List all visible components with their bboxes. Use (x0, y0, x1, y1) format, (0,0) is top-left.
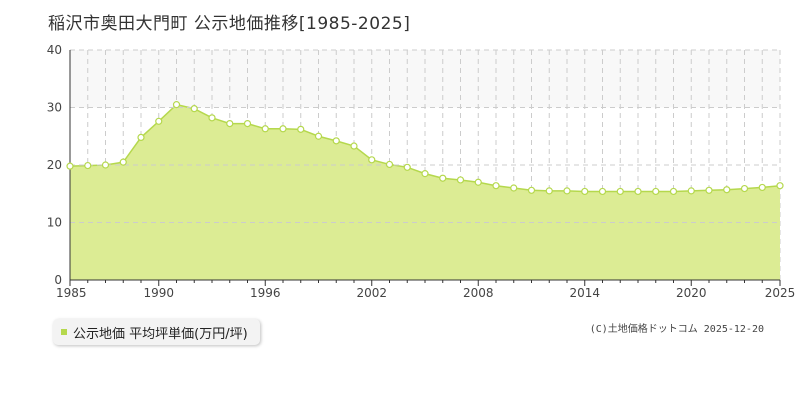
data-point (723, 186, 731, 194)
data-point (350, 142, 358, 150)
legend: 公示地価 平均坪単価(万円/坪) (53, 319, 260, 345)
data-point (421, 170, 429, 178)
tick-labels: 0 10 20 30 40 1985 1990 1996 2002 2008 2014 2020 202… (47, 43, 796, 300)
land-price-chart: 0 10 20 30 40 1985 1990 1996 2002 2008 2014 2020 202… (47, 43, 796, 300)
data-point (119, 158, 127, 166)
data-point (758, 183, 766, 192)
data-point (66, 162, 74, 170)
y-tick-label: 0 (54, 273, 62, 287)
data-point (705, 186, 713, 194)
data-point (510, 184, 518, 192)
data-points (66, 101, 784, 196)
x-tick-label: 1985 (56, 286, 87, 300)
data-point (439, 174, 447, 182)
data-point (208, 114, 216, 122)
data-point (776, 182, 784, 190)
data-point (598, 187, 607, 196)
x-tick-label: 2002 (356, 286, 387, 300)
legend-label: 公示地価 平均坪単価(万円/坪) (73, 326, 248, 342)
data-point (172, 101, 181, 109)
legend-swatch (61, 329, 67, 335)
data-point (385, 160, 394, 169)
y-tick-label: 30 (47, 101, 62, 115)
data-point (634, 187, 642, 196)
data-point (492, 182, 500, 190)
y-tick-label: 20 (47, 158, 62, 172)
horizontal-gridlines (70, 49, 780, 223)
data-point (279, 125, 287, 133)
x-tick-label: 1990 (143, 286, 174, 300)
data-point (527, 186, 536, 194)
data-point (368, 156, 376, 164)
data-point (243, 119, 252, 128)
data-point (545, 187, 553, 195)
data-point (137, 133, 145, 141)
data-point (669, 187, 678, 196)
data-point (687, 187, 695, 195)
data-point (652, 187, 660, 196)
data-point (740, 184, 749, 193)
x-tick-label: 2020 (676, 286, 707, 300)
chart-title: 稲沢市奥田大門町 公示地価推移[1985-2025] (48, 14, 411, 34)
data-point (332, 137, 340, 145)
data-point (226, 119, 234, 128)
data-point (101, 161, 110, 169)
data-point (456, 176, 465, 184)
data-point (563, 187, 571, 195)
data-point (190, 105, 198, 113)
data-point (581, 187, 589, 196)
y-tick-label: 10 (47, 216, 62, 230)
data-point (474, 178, 482, 186)
x-tick-label: 2014 (569, 286, 600, 300)
x-tick-label: 2008 (463, 286, 494, 300)
series-area (70, 104, 780, 280)
data-point (84, 161, 92, 170)
data-point (155, 117, 163, 125)
data-point (314, 132, 323, 140)
data-point (261, 125, 269, 133)
data-point (297, 125, 305, 133)
y-tick-label: 40 (47, 43, 62, 57)
data-point (616, 187, 624, 196)
x-tick-label: 1996 (250, 286, 281, 300)
copyright-credit: (C)土地価格ドットコム 2025-12-20 (589, 324, 764, 335)
data-point (403, 163, 411, 171)
x-tick-label: 2025 (765, 286, 796, 300)
